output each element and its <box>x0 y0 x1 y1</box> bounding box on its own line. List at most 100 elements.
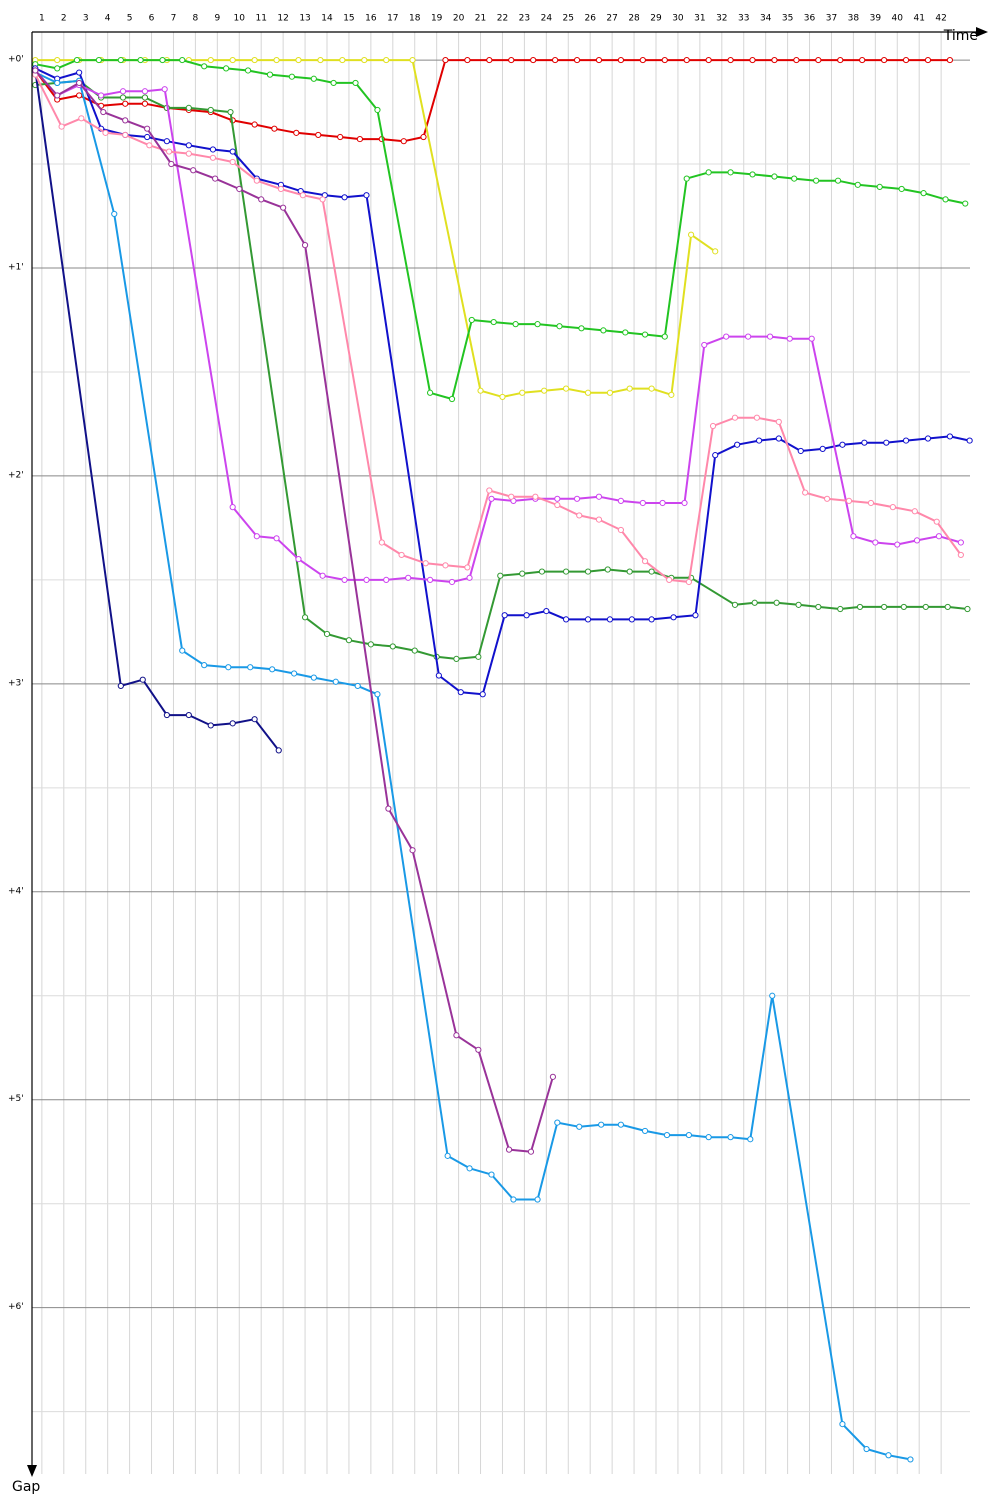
point <box>251 716 258 723</box>
point <box>604 566 611 573</box>
point <box>54 92 61 99</box>
point <box>523 612 530 619</box>
point <box>920 190 927 197</box>
point <box>747 1136 754 1143</box>
point <box>209 146 217 153</box>
point <box>247 664 254 671</box>
point <box>161 86 168 93</box>
point <box>201 662 208 669</box>
x-tick-label: 17 <box>387 14 398 24</box>
x-tick-label: 9 <box>214 14 220 24</box>
point <box>299 192 306 199</box>
point <box>251 56 258 64</box>
point <box>712 452 719 459</box>
point <box>549 1073 557 1080</box>
point <box>475 653 482 660</box>
point <box>295 56 302 64</box>
series-lines <box>32 56 973 1463</box>
point <box>319 572 326 579</box>
point <box>405 574 412 581</box>
point <box>383 56 390 64</box>
point <box>229 56 236 64</box>
point <box>727 1134 734 1141</box>
point <box>813 177 820 184</box>
point <box>687 231 695 238</box>
x-tick-label: 35 <box>782 14 793 24</box>
point <box>266 71 274 78</box>
point <box>185 104 192 111</box>
point <box>122 131 129 139</box>
point <box>477 387 484 394</box>
point <box>32 67 39 74</box>
point <box>944 603 951 611</box>
point <box>554 495 561 502</box>
point <box>295 556 302 563</box>
point <box>374 691 381 698</box>
point <box>505 1146 513 1153</box>
point <box>409 847 416 854</box>
x-tick-label: 36 <box>804 14 816 24</box>
x-tick-label: 5 <box>127 14 133 24</box>
point <box>207 722 214 729</box>
point <box>753 414 760 421</box>
point <box>486 56 493 64</box>
point <box>819 445 826 453</box>
point <box>229 720 236 727</box>
point <box>661 333 668 340</box>
point <box>409 56 416 64</box>
point <box>512 321 519 328</box>
point <box>102 129 109 136</box>
point <box>668 391 675 398</box>
point <box>802 489 809 496</box>
x-tick-label: 40 <box>892 14 904 24</box>
point <box>617 497 625 504</box>
point <box>448 395 456 403</box>
point <box>854 181 861 188</box>
point <box>573 495 581 502</box>
point <box>398 551 405 559</box>
point <box>280 204 287 211</box>
point <box>400 138 407 145</box>
point <box>534 1196 541 1203</box>
point <box>76 79 83 87</box>
point <box>648 616 655 623</box>
point <box>606 616 614 623</box>
point <box>315 131 322 139</box>
y-axis-title: Gap <box>12 1479 40 1495</box>
point <box>962 200 969 207</box>
point <box>100 108 107 116</box>
point <box>212 175 219 182</box>
point <box>117 682 124 690</box>
point <box>628 616 635 623</box>
point <box>54 56 61 64</box>
point <box>942 196 949 203</box>
point <box>519 389 526 396</box>
point <box>273 535 280 542</box>
x-tick-label: 38 <box>848 14 860 24</box>
point <box>426 576 434 583</box>
point <box>595 516 603 523</box>
point <box>490 318 497 326</box>
x-tick-label: 7 <box>171 14 177 24</box>
point <box>562 568 570 575</box>
point <box>966 437 973 444</box>
point <box>165 148 173 155</box>
point <box>499 393 506 401</box>
point <box>881 603 888 611</box>
series-line <box>34 67 970 696</box>
point <box>712 248 719 255</box>
point <box>310 75 317 82</box>
x-tick-label: 4 <box>105 14 111 24</box>
point <box>889 504 896 511</box>
point <box>389 643 396 650</box>
point <box>556 323 563 330</box>
x-tick-label: 2 <box>61 14 67 24</box>
point <box>766 333 774 340</box>
point <box>444 1152 451 1159</box>
point <box>683 56 690 64</box>
point <box>648 568 655 575</box>
point <box>595 56 603 64</box>
point <box>751 599 758 606</box>
x-tick-label: 37 <box>826 14 837 24</box>
